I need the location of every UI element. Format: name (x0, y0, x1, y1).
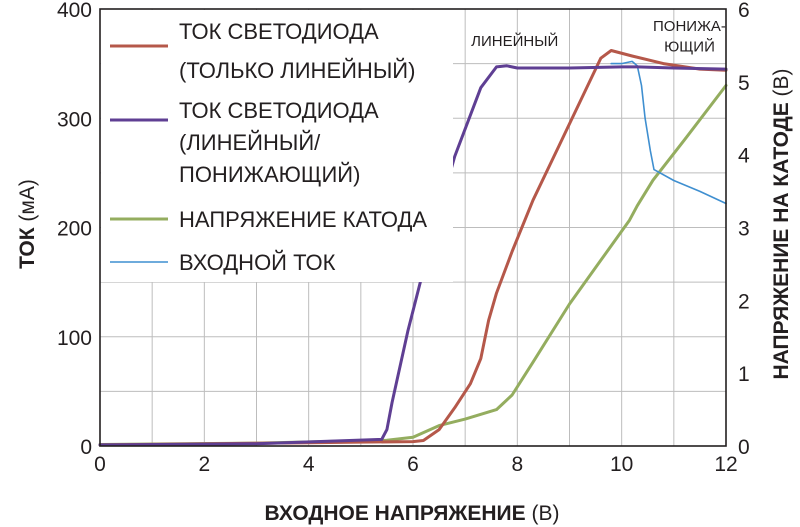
x-tick-label: 4 (303, 453, 315, 476)
series-line-2 (98, 64, 728, 447)
legend-label: НАПРЯЖЕНИЕ КАТОДА (179, 207, 427, 232)
y-right-tick-label: 1 (738, 363, 750, 386)
y-right-tick-label: 5 (738, 72, 750, 95)
annotation-label: ЮЩИЙ (664, 38, 715, 56)
series-line-3 (98, 84, 728, 446)
y-left-tick-label: 300 (57, 108, 92, 131)
annotation-label: ЛИНЕЙНЫЙ (471, 32, 558, 50)
x-tick-label: 12 (714, 453, 737, 476)
annotations: ЛИНЕЙНЫЙ ПОНИЖА- ЮЩИЙ (471, 18, 726, 56)
x-tick-label: 2 (198, 453, 210, 476)
x-tick-label: 8 (511, 453, 523, 476)
y-left-tick-label: 400 (57, 0, 92, 22)
y-axis-left-title: ТОК (мА) (16, 179, 39, 269)
annotation-label: ПОНИЖА- (653, 18, 726, 35)
x-axis-title: ВХОДНОЕ НАПРЯЖЕНИЕ (В) (264, 502, 559, 525)
x-tick-label: 0 (94, 453, 106, 476)
series-line-1 (98, 49, 728, 447)
legend-label: (ЛИНЕЙНЫЙ/ (179, 130, 321, 155)
y-left-tick-label: 100 (57, 327, 92, 350)
series-line-4 (610, 60, 727, 205)
x-tick-label: 10 (610, 453, 633, 476)
y-right-tick-label: 3 (738, 218, 750, 241)
y-axis-right-title: НАПРЯЖЕНИЕ НА КАТОДЕ (В) (770, 68, 793, 379)
plot-frame (99, 8, 727, 447)
y-right-tick-label: 6 (738, 0, 750, 22)
y-left-tick-label: 0 (80, 436, 92, 459)
y-right-tick-label: 4 (738, 145, 750, 168)
plot-lines (98, 49, 728, 447)
legend-label: ТОК СВЕТОДИОДА (179, 98, 379, 123)
legend-background (101, 10, 453, 282)
legend-label: (ТОЛЬКО ЛИНЕЙНЫЙ) (179, 58, 415, 83)
y-left-tick-label: 200 (57, 218, 92, 241)
y-right-tick-label: 0 (738, 436, 750, 459)
legend-label: ТОК СВЕТОДИОДА (179, 19, 379, 44)
legend-label: ВХОДНОЙ ТОК (179, 250, 336, 275)
legend-label: ПОНИЖАЮЩИЙ) (179, 162, 360, 187)
x-tick-label: 6 (407, 453, 419, 476)
legend: ТОК СВЕТОДИОДА (ТОЛЬКО ЛИНЕЙНЫЙ) ТОК СВЕТО… (101, 10, 453, 282)
y-right-tick-label: 2 (738, 290, 750, 313)
